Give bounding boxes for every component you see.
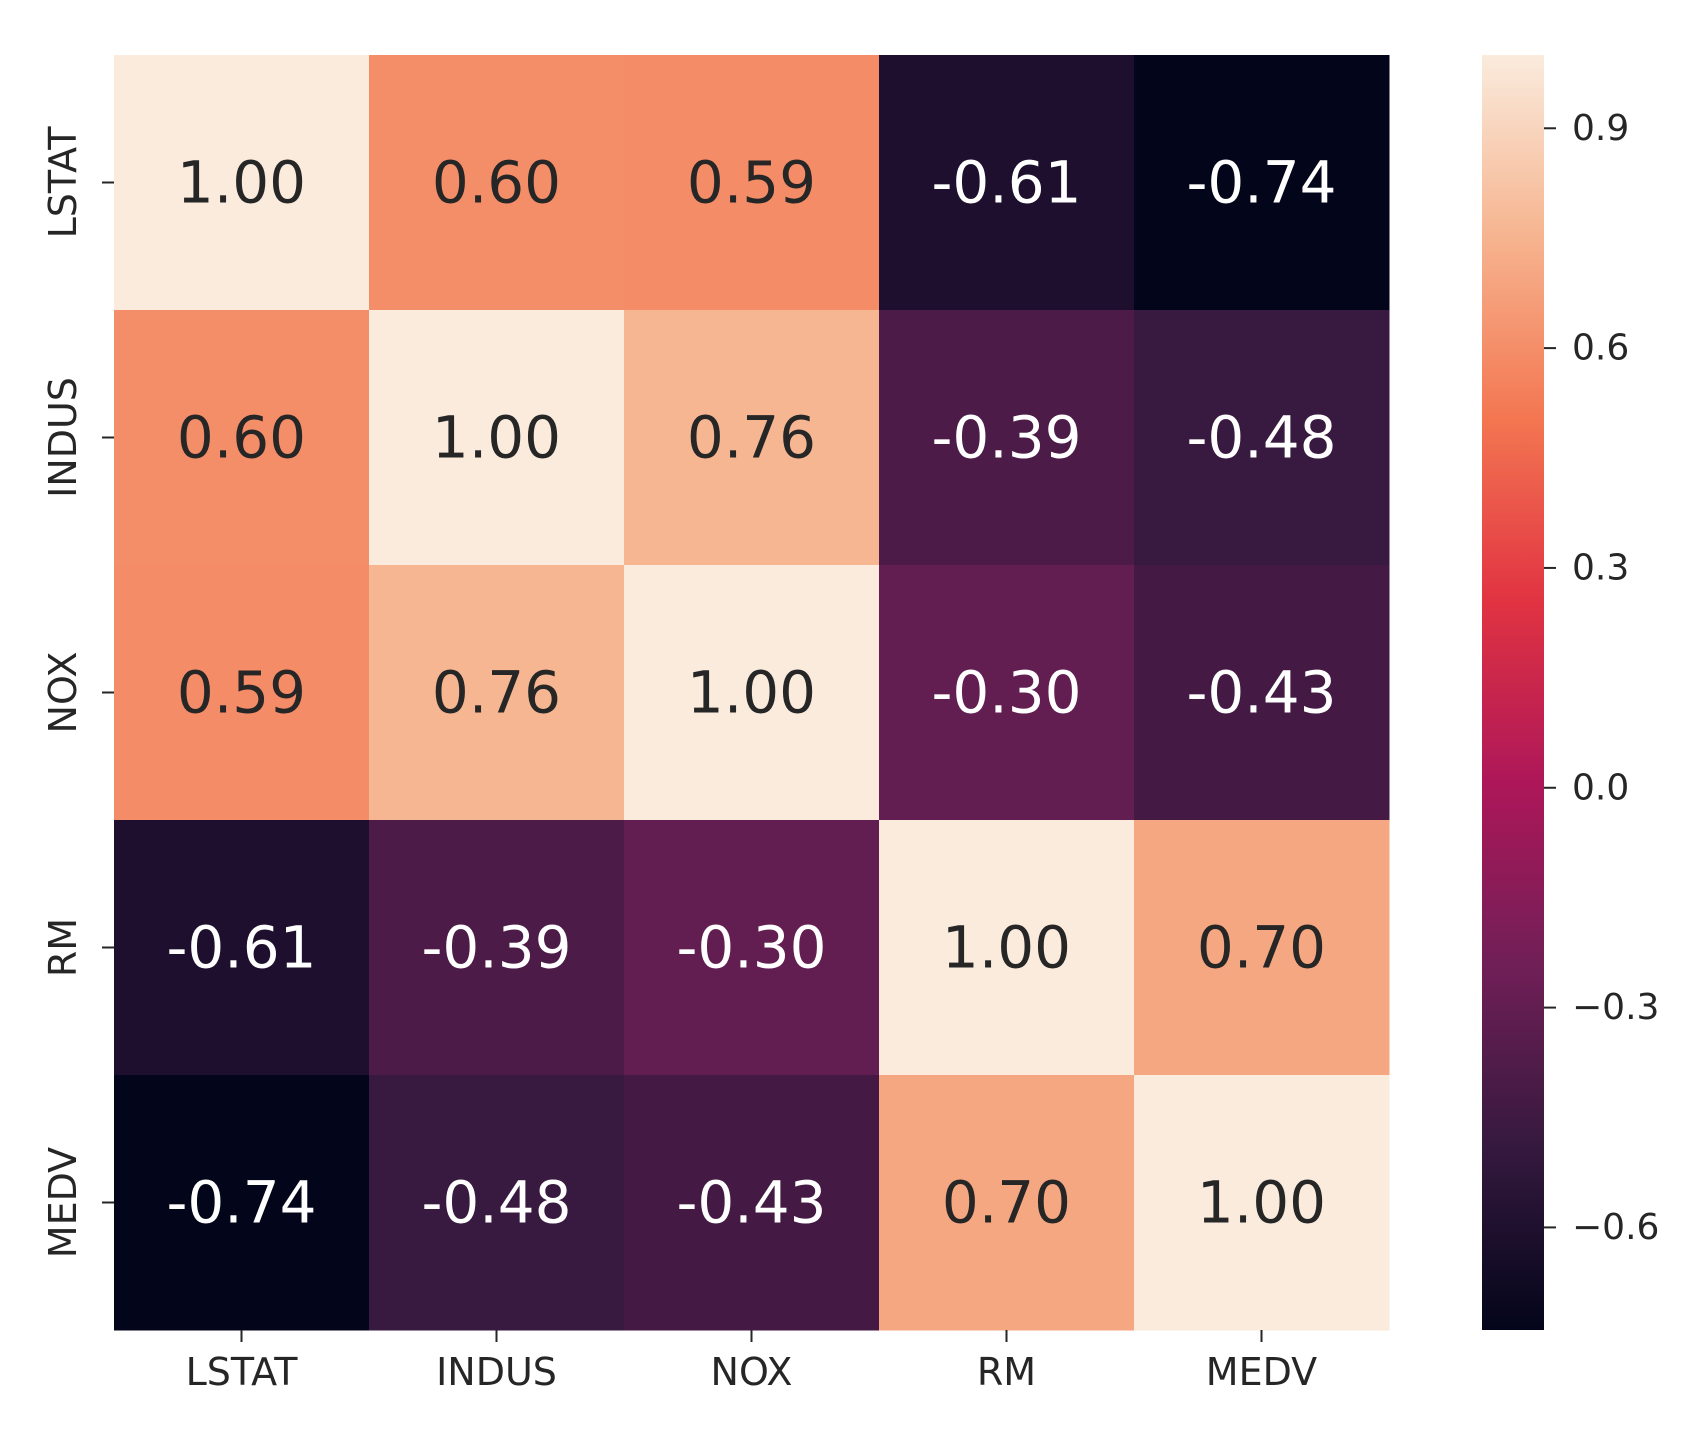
colorbar-tick-label: 0.3 <box>1572 547 1629 588</box>
x-tick-label: INDUS <box>436 1350 557 1394</box>
heatmap-cell <box>879 820 1135 1076</box>
x-tick-label: RM <box>977 1350 1036 1394</box>
cell-annotation: 1.00 <box>432 404 561 472</box>
cell-annotation: -0.30 <box>676 914 826 982</box>
cell-annotation: 1.00 <box>1197 1169 1326 1237</box>
cell-annotation: -0.74 <box>1186 149 1336 217</box>
colorbar: 0.9 0.6 0.3 0.0 −0.3 −0.6 <box>1482 55 1659 1330</box>
x-axis: LSTAT INDUS NOX RM MEDV <box>186 1330 1317 1394</box>
cell-annotation: -0.74 <box>166 1169 316 1237</box>
cell-annotation: 0.59 <box>687 149 816 217</box>
colorbar-tick-label: 0.0 <box>1572 767 1629 808</box>
cell-annotation: 1.00 <box>687 659 816 727</box>
colorbar-tick-label: 0.9 <box>1572 108 1629 149</box>
x-tick-label: NOX <box>711 1350 793 1394</box>
heatmap-cell <box>1134 820 1390 1076</box>
heatmap-cell <box>114 820 370 1076</box>
heatmap-cell <box>369 310 625 566</box>
heatmap-cell <box>369 55 625 311</box>
cell-annotation: 1.00 <box>177 149 306 217</box>
heatmap-cell <box>624 1075 880 1331</box>
colorbar-gradient <box>1482 55 1544 1330</box>
colorbar-tick-label: 0.6 <box>1572 328 1629 369</box>
heatmap-cell <box>624 820 880 1076</box>
cell-annotation: -0.48 <box>421 1169 571 1237</box>
cell-annotations: 1.00 0.60 0.59 -0.61 -0.74 0.60 1.00 0.76 -0.39 -… <box>166 149 1336 1237</box>
heatmap-cell <box>879 565 1135 821</box>
cell-annotation: 0.70 <box>942 1169 1071 1237</box>
heatmap-cell <box>369 820 625 1076</box>
y-tick-label: INDUS <box>41 377 85 498</box>
y-tick-label: RM <box>41 918 85 977</box>
cell-annotation: 0.60 <box>432 149 561 217</box>
heatmap-cell <box>114 1075 370 1331</box>
heatmap-cell <box>624 55 880 311</box>
cell-annotation: 0.76 <box>432 659 561 727</box>
cell-annotation: -0.61 <box>166 914 316 982</box>
heatmap-cell <box>624 565 880 821</box>
colorbar-tick-label: −0.3 <box>1572 987 1659 1028</box>
heatmap-cell <box>879 1075 1135 1331</box>
heatmap-cells <box>114 55 1390 1331</box>
heatmap-cell <box>114 55 370 311</box>
heatmap-cell <box>879 310 1135 566</box>
cell-annotation: -0.43 <box>676 1169 826 1237</box>
heatmap-cell <box>1134 565 1390 821</box>
cell-annotation: -0.39 <box>931 404 1081 472</box>
heatmap-cell <box>114 565 370 821</box>
heatmap-cell <box>1134 310 1390 566</box>
heatmap-cell <box>1134 55 1390 311</box>
heatmap-cell <box>369 1075 625 1331</box>
cell-annotation: 0.70 <box>1197 914 1326 982</box>
y-tick-label: MEDV <box>41 1147 85 1258</box>
y-axis: LSTAT INDUS NOX RM MEDV <box>41 126 114 1258</box>
cell-annotation: -0.43 <box>1186 659 1336 727</box>
cell-annotation: 0.76 <box>687 404 816 472</box>
cell-annotation: -0.30 <box>931 659 1081 727</box>
heatmap-cell <box>624 310 880 566</box>
cell-annotation: 0.60 <box>177 404 306 472</box>
y-tick-label: NOX <box>41 652 85 734</box>
heatmap-cell <box>369 565 625 821</box>
x-tick-label: MEDV <box>1206 1350 1317 1394</box>
cell-annotation: 1.00 <box>942 914 1071 982</box>
cell-annotation: -0.39 <box>421 914 571 982</box>
cell-annotation: -0.61 <box>931 149 1081 217</box>
cell-annotation: 0.59 <box>177 659 306 727</box>
heatmap-cell <box>1134 1075 1390 1331</box>
x-tick-label: LSTAT <box>186 1350 299 1394</box>
heatmap-cell <box>114 310 370 566</box>
cell-annotation: -0.48 <box>1186 404 1336 472</box>
heatmap-cell <box>879 55 1135 311</box>
y-tick-label: LSTAT <box>41 126 85 239</box>
colorbar-tick-label: −0.6 <box>1572 1207 1659 1248</box>
